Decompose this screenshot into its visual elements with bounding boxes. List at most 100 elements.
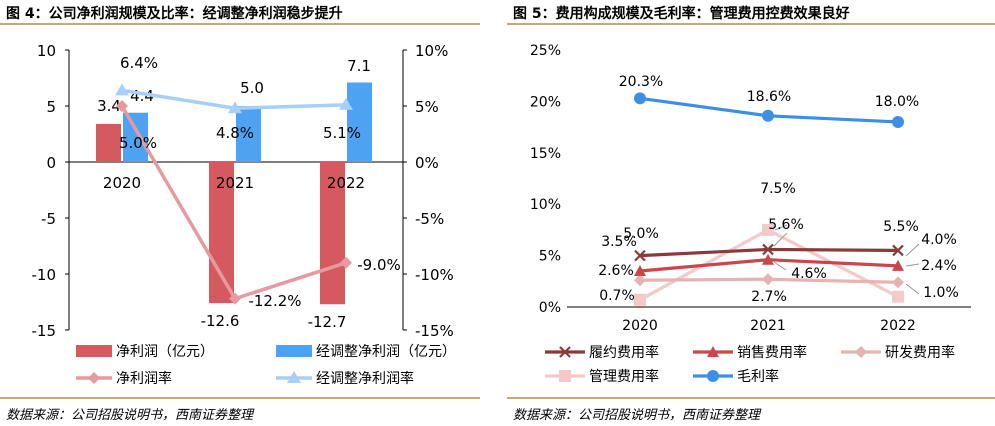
bar---2020 (123, 112, 148, 162)
figure-5-source: 数据来源：公司招股说明书，西南证券整理 (513, 408, 761, 423)
title-divider (507, 23, 995, 25)
bar-data-label: -12.6 (201, 312, 240, 330)
label-leader-line (905, 243, 920, 257)
legend-marker (707, 346, 719, 357)
x-tick-label: 2021 (750, 318, 786, 334)
line-data-label: 2.7% (751, 289, 787, 305)
y2-tick-label: 0% (415, 154, 439, 172)
line-data-label: 4.8% (216, 124, 254, 142)
bar---2021 (209, 162, 234, 304)
line-point (892, 244, 904, 257)
legend-label: 研发费用率 (885, 344, 955, 361)
legend-label: 销售费用率 (737, 344, 807, 361)
y2-tick-label: -15% (415, 322, 454, 340)
line-point (339, 97, 353, 110)
net-profit-chart: 10 5 0 -5 -10 -15 10% 5% 0% -5% -10% -15% 2020 2021 20… (32, 42, 457, 387)
y-tick-label: 10% (530, 197, 561, 213)
legend-marker (559, 370, 571, 382)
source-divider (0, 397, 480, 399)
line-point (340, 256, 352, 269)
legend-label: 净利润率 (116, 370, 172, 387)
label-leader-line (905, 283, 920, 295)
legend-swatch (276, 345, 312, 357)
line-data-label: 18.0% (875, 94, 919, 110)
line-point (228, 101, 242, 114)
legend-marker (707, 370, 719, 382)
y-tick-label: 20% (530, 94, 561, 110)
y-tick-label: -10 (32, 266, 57, 284)
legend-marker (855, 346, 867, 358)
legend-label: 经调整净利润（亿元） (316, 344, 456, 360)
y2-tick-label: -10% (415, 266, 454, 284)
line-data-label: -12.2% (248, 292, 301, 310)
title-divider (0, 23, 480, 25)
legend-swatch (76, 345, 112, 357)
legend-label: 履约费用率 (589, 344, 659, 361)
label-leader-line (773, 232, 788, 247)
line-data-label: 4.6% (791, 266, 827, 282)
line-point (634, 293, 646, 306)
x-tick-label: 2020 (103, 174, 141, 192)
legend-label: 管理费用率 (589, 368, 659, 385)
figure-4-title: 图 4：公司净利润规模及比率：经调整净利润稳步提升 (6, 6, 343, 22)
x-tick-label: 2022 (327, 174, 365, 192)
figure-5-panel: 图 5：费用构成规模及毛利率：管理费用控费效果良好 25% 20% 15% 10% 5%… (507, 0, 995, 426)
line-data-label: 5.1% (323, 124, 361, 142)
line-data-label: 1.0% (923, 285, 959, 301)
label-leader-line (774, 224, 788, 231)
legend-label: 经调整净利润率 (316, 370, 414, 387)
line-data-label: -9.0% (357, 256, 401, 274)
line-point (762, 109, 774, 122)
label-leader-line (905, 263, 920, 267)
expense-ratio-chart: 25% 20% 15% 10% 5% 0% 2020 2021 2022 5.0% 5.6% 5.5%… (530, 43, 971, 385)
bar-data-label: 5.0 (240, 79, 264, 97)
y-tick-label: -5 (41, 210, 56, 228)
legend-label: 净利润（亿元） (116, 344, 214, 360)
figure-4-source: 数据来源：公司招股说明书，西南证券整理 (6, 408, 254, 423)
line-data-label: 2.4% (921, 258, 957, 274)
x-tick-label: 2020 (622, 318, 658, 334)
line-data-label: 7.5% (760, 181, 796, 197)
source-divider (507, 397, 995, 399)
bar---2022 (320, 162, 345, 305)
y-tick-label: 25% (530, 43, 561, 59)
line-point (634, 92, 646, 105)
y-tick-label: 10 (37, 42, 56, 60)
line-point (634, 274, 646, 287)
line-point (634, 249, 646, 262)
line-point (762, 243, 774, 256)
line-data-label: 5.0% (119, 134, 157, 152)
line-point (762, 273, 774, 286)
line-point (116, 100, 128, 112)
line-point (892, 276, 904, 289)
line-point (762, 223, 774, 236)
line-data-label: 5.0% (623, 226, 659, 242)
label-leader-line (773, 261, 787, 271)
bar---2021 (236, 106, 261, 162)
legend-marker (559, 346, 571, 358)
bar-data-label: 7.1 (347, 57, 371, 75)
line-data-label: 4.0% (921, 232, 957, 248)
bar-data-label: 3.4 (97, 97, 121, 115)
line-point (892, 259, 904, 271)
legend-marker (88, 372, 100, 384)
figure-4-panel: 图 4：公司净利润规模及比率：经调整净利润稳步提升 10 5 0 -5 -10 -15 10… (0, 0, 480, 426)
line-data-label: 2.6% (598, 263, 634, 279)
y2-tick-label: -5% (415, 210, 444, 228)
legend-marker (287, 371, 301, 383)
line-data-label: 20.3% (619, 74, 663, 90)
line-point (892, 115, 904, 128)
y-tick-label: 15% (530, 146, 561, 162)
line-data-label: 18.6% (747, 89, 791, 105)
line-data-label: 3.5% (601, 234, 637, 250)
x-tick-label: 2021 (216, 174, 254, 192)
bar---2022 (347, 82, 372, 162)
line-point (229, 292, 241, 305)
y2-tick-label: 5% (415, 98, 439, 116)
legend-label: 毛利率 (737, 368, 779, 385)
line-data-label: 5.6% (768, 217, 804, 233)
bar---2020 (96, 123, 121, 162)
line-point (115, 83, 129, 96)
line-data-label: 6.4% (120, 54, 158, 72)
y-tick-label: 5% (539, 249, 561, 265)
